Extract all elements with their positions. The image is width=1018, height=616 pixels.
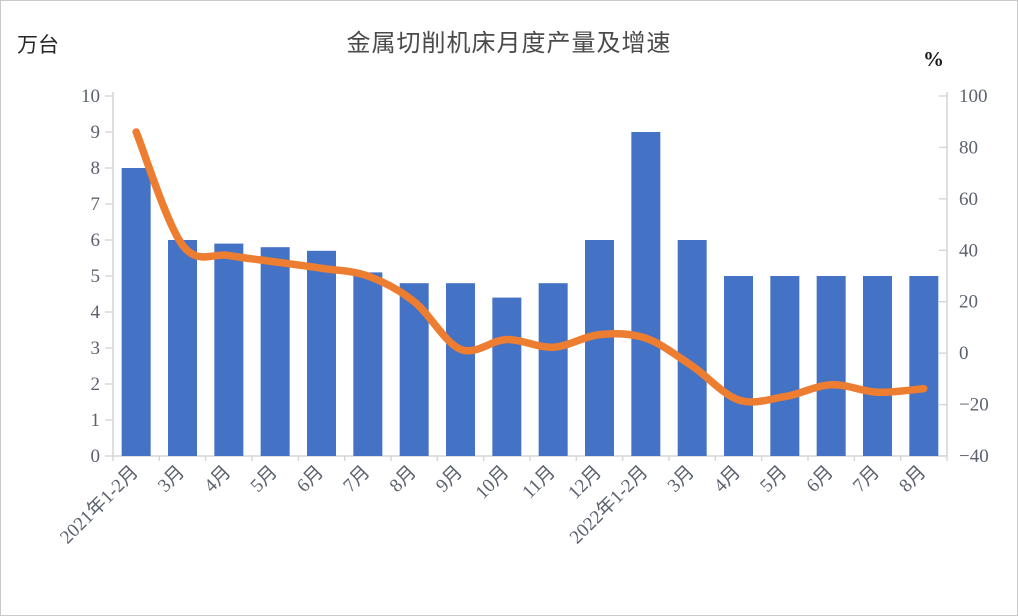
production-bar: [724, 276, 753, 456]
x-axis-label: 3月: [664, 462, 699, 497]
right-axis-tick-label: −40: [959, 446, 989, 467]
x-axis-label: 5月: [247, 462, 282, 497]
production-bar: [909, 276, 939, 456]
production-bar: [585, 240, 614, 456]
left-axis-tick-label: 3: [91, 338, 101, 359]
left-axis-tick-label: 10: [81, 86, 100, 107]
right-axis-unit-label: %: [923, 47, 944, 71]
right-axis-tick-label: −20: [959, 395, 989, 416]
x-axis-label: 4月: [710, 462, 745, 497]
production-bar: [121, 168, 151, 456]
production-bar: [168, 240, 197, 456]
left-axis-tick-label: 9: [91, 122, 101, 143]
production-bar: [816, 276, 846, 456]
right-axis-tick-label: 80: [959, 137, 978, 158]
production-bar: [492, 297, 522, 456]
x-axis-label: 12月: [564, 462, 606, 504]
x-axis-label: 6月: [293, 462, 328, 497]
x-axis-label: 7月: [339, 462, 374, 497]
x-axis-label: 5月: [756, 462, 791, 497]
production-bar: [214, 243, 244, 456]
production-bar: [677, 240, 707, 456]
right-axis-tick-label: 100: [959, 86, 988, 107]
x-axis-label: 9月: [432, 462, 467, 497]
growth-rate-line: [132, 128, 928, 406]
production-bar: [260, 247, 290, 456]
production-bar: [770, 276, 800, 456]
x-axis-label: 10月: [472, 462, 514, 504]
right-axis-tick-label: 40: [959, 240, 978, 261]
left-axis-tick-label: 4: [91, 302, 101, 323]
x-axis-label: 8月: [386, 462, 421, 497]
left-axis-tick-label: 7: [91, 194, 101, 215]
x-axis-label: 11月: [518, 462, 559, 503]
right-axis-tick-label: 60: [959, 189, 978, 210]
production-bar: [863, 276, 892, 456]
x-axis-label: 4月: [200, 462, 235, 497]
left-axis-unit-label: 万台: [17, 33, 59, 57]
right-axis-tick-label: 20: [959, 292, 978, 313]
left-axis-tick-label: 6: [91, 230, 101, 251]
production-bar: [631, 132, 661, 456]
left-axis-tick-label: 8: [91, 158, 101, 179]
left-axis-tick-label: 2: [91, 374, 101, 395]
x-axis-label: 8月: [895, 462, 930, 497]
chart-title: 金属切削机床月度产量及增速: [346, 31, 672, 57]
x-axis-label: 7月: [849, 462, 884, 497]
left-axis-tick-label: 0: [91, 446, 101, 467]
production-bar: [307, 250, 336, 456]
right-axis-tick-label: 0: [959, 343, 969, 364]
production-bar: [446, 283, 475, 456]
production-bar: [538, 283, 568, 456]
production-bar: [353, 272, 383, 456]
left-axis-tick-label: 1: [91, 410, 101, 431]
x-axis-label: 3月: [154, 462, 189, 497]
left-axis-tick-label: 5: [91, 266, 101, 287]
x-axis-label: 2021年1-2月: [55, 461, 142, 548]
x-axis-label: 6月: [803, 462, 838, 497]
